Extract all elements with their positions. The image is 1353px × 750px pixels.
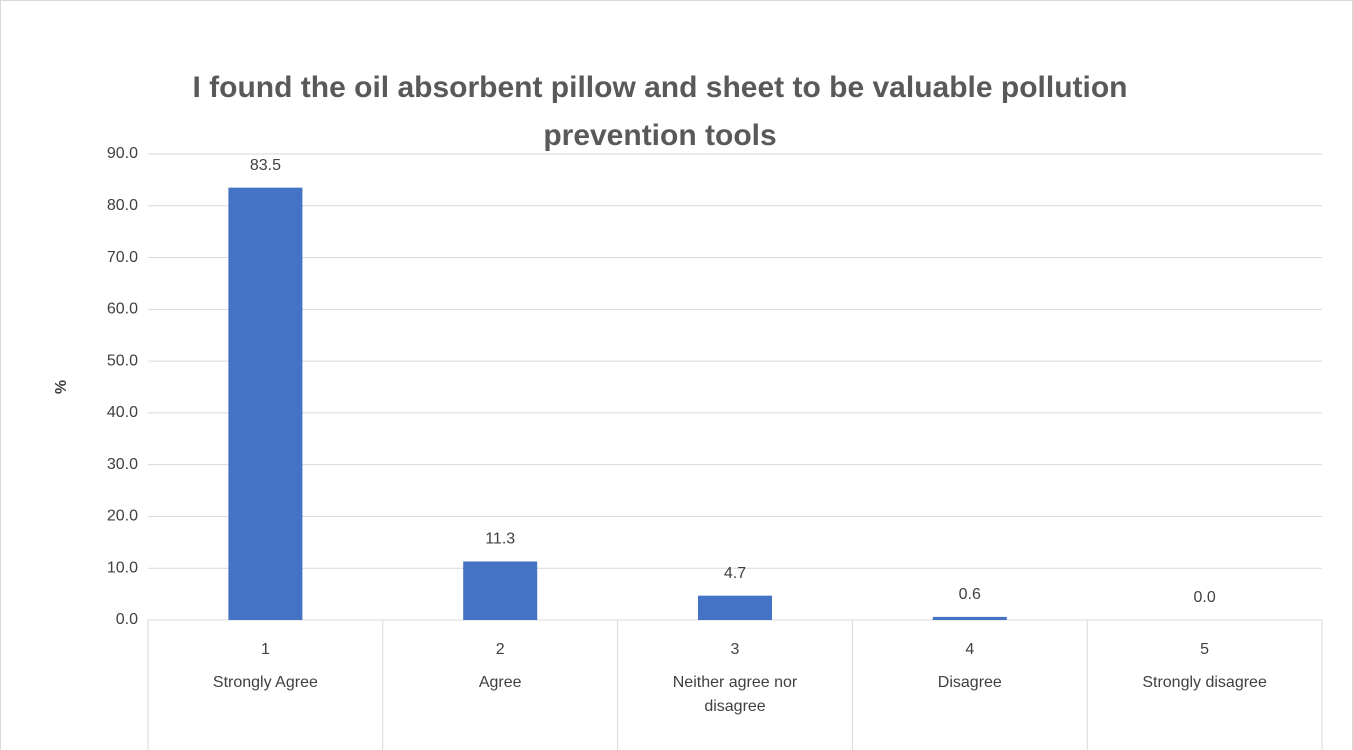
y-tick-label: 20.0 — [107, 508, 138, 525]
y-tick-label: 0.0 — [116, 611, 138, 628]
y-tick-label: 80.0 — [107, 197, 138, 214]
category-label: Agree — [478, 674, 522, 691]
data-label: 11.3 — [485, 531, 515, 548]
x-tick-label: 3 — [731, 641, 740, 658]
y-axis-label: % — [53, 380, 70, 394]
y-tick-label: 60.0 — [107, 301, 138, 318]
category-label: Neither agree nor disagree — [672, 674, 798, 715]
y-tick-label: 10.0 — [107, 559, 138, 576]
x-tick-label: 2 — [496, 641, 505, 658]
category-label: Strongly Agree — [212, 674, 318, 691]
bar — [932, 616, 1007, 620]
y-tick-label: 90.0 — [107, 145, 138, 162]
category-label: Disagree — [937, 674, 1002, 691]
y-tick-label: 50.0 — [107, 352, 138, 369]
data-label: 83.5 — [250, 157, 281, 174]
data-label: 4.7 — [724, 565, 746, 582]
category-label: Strongly disagree — [1142, 674, 1267, 691]
data-label: 0.6 — [959, 586, 981, 603]
data-label: 0.0 — [1193, 589, 1215, 606]
y-tick-label: 30.0 — [107, 456, 138, 473]
x-tick-label: 5 — [1200, 641, 1209, 658]
bar — [698, 595, 772, 620]
bar — [228, 187, 303, 620]
chart-title: I found the oil absorbent pillow and she… — [192, 71, 1128, 152]
bar — [463, 561, 538, 620]
x-tick-label: 4 — [965, 641, 974, 658]
y-tick-label: 70.0 — [107, 249, 138, 266]
y-tick-label: 40.0 — [107, 404, 138, 421]
x-tick-label: 1 — [261, 641, 270, 658]
